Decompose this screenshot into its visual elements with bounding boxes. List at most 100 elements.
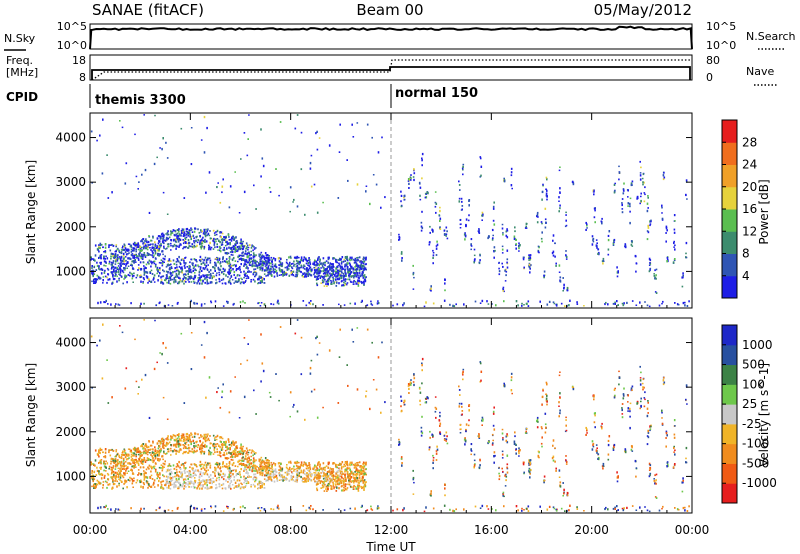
- echo-cell: [243, 475, 245, 478]
- echo-cell: [139, 480, 141, 482]
- echo-cell: [481, 214, 484, 217]
- echo-cell: [172, 271, 174, 274]
- echo-cell: [539, 300, 541, 303]
- echo-cell: [264, 252, 267, 255]
- echo-cell: [348, 467, 351, 470]
- echo-cell: [519, 244, 521, 247]
- echo-cell: [176, 234, 178, 237]
- echo-cell: [461, 208, 463, 211]
- echo-cell: [164, 460, 166, 463]
- echo-cell: [118, 279, 120, 282]
- echo-cell: [153, 262, 156, 265]
- echo-cell: [607, 253, 610, 256]
- echo-cell: [206, 481, 208, 483]
- echo-cell: [197, 280, 199, 283]
- echo-cell: [400, 200, 402, 203]
- echo-cell: [193, 244, 196, 247]
- echo-cell: [617, 271, 619, 274]
- echo-cell: [681, 285, 684, 288]
- echo-cell: [228, 260, 230, 263]
- echo-cell: [90, 464, 92, 466]
- echo-cell: [313, 261, 316, 264]
- echo-cell: [141, 173, 143, 176]
- echo-cell: [264, 257, 266, 259]
- nsky-left-tick-top: 10^5: [57, 20, 87, 33]
- echo-cell: [206, 473, 209, 475]
- echo-cell: [184, 442, 186, 444]
- echo-cell: [203, 240, 206, 243]
- echo-cell: [470, 245, 473, 247]
- echo-cell: [96, 278, 98, 280]
- echo-cell: [413, 276, 415, 279]
- echo-cell: [187, 231, 189, 235]
- echo-cell: [222, 478, 225, 481]
- echo-cell: [101, 172, 104, 175]
- echo-cell: [183, 234, 186, 237]
- echo-cell: [142, 253, 145, 256]
- echo-cell: [319, 271, 321, 275]
- echo-cell: [540, 221, 543, 223]
- echo-cell: [230, 488, 232, 490]
- echo-cell: [163, 463, 165, 465]
- echo-cell: [99, 461, 101, 463]
- echo-cell: [492, 237, 494, 240]
- echo-cell: [248, 456, 250, 458]
- echo-cell: [317, 461, 320, 464]
- echo-cell: [205, 228, 207, 231]
- echo-cell: [160, 279, 163, 281]
- echo-cell: [107, 273, 110, 276]
- echo-cell: [234, 248, 237, 251]
- echo-cell: [285, 261, 288, 264]
- echo-cell: [232, 235, 234, 238]
- echo-cell: [145, 472, 147, 475]
- echo-cell: [170, 242, 172, 245]
- echo-cell: [650, 220, 652, 223]
- echo-cell: [614, 182, 616, 185]
- echo-cell: [274, 473, 276, 476]
- echo-cell: [352, 136, 355, 138]
- echo-cell: [227, 467, 229, 470]
- echo-cell: [297, 465, 299, 468]
- echo-cell: [220, 441, 222, 443]
- echo-cell: [350, 267, 352, 270]
- echo-cell: [163, 239, 166, 241]
- echo-cell: [99, 261, 101, 264]
- echo-cell: [176, 245, 178, 248]
- echo-cell: [99, 449, 102, 452]
- echo-cell: [362, 463, 365, 466]
- echo-cell: [313, 263, 316, 266]
- echo-cell: [178, 265, 181, 268]
- echo-cell: [180, 472, 182, 475]
- echo-cell: [267, 479, 269, 482]
- echo-cell: [199, 447, 201, 451]
- echo-cell: [218, 473, 220, 476]
- echo-cell: [324, 275, 326, 278]
- echo-cell: [248, 258, 251, 260]
- echo-cell: [254, 466, 256, 469]
- echo-cell: [271, 468, 274, 470]
- echo-cell: [98, 276, 100, 279]
- echo-cell: [282, 479, 284, 482]
- echo-cell: [143, 268, 146, 271]
- echo-cell: [279, 264, 282, 267]
- echo-cell: [267, 256, 269, 259]
- echo-cell: [435, 247, 438, 250]
- echo-cell: [339, 269, 341, 272]
- echo-cell: [295, 476, 298, 479]
- echo-cell: [240, 158, 242, 160]
- echo-cell: [119, 471, 121, 474]
- echo-cell: [187, 439, 189, 442]
- echo-cell: [203, 463, 205, 467]
- echo-cell: [167, 260, 169, 263]
- echo-cell: [116, 480, 118, 483]
- echo-cell: [206, 268, 209, 270]
- echo-cell: [206, 439, 208, 442]
- echo-cell: [473, 261, 475, 264]
- echo-cell: [128, 257, 131, 260]
- echo-cell: [272, 265, 274, 268]
- echo-cell: [187, 275, 190, 278]
- echo-cell: [353, 272, 355, 275]
- echo-cell: [300, 270, 302, 274]
- echo-cell: [209, 259, 212, 262]
- echo-cell: [137, 460, 139, 462]
